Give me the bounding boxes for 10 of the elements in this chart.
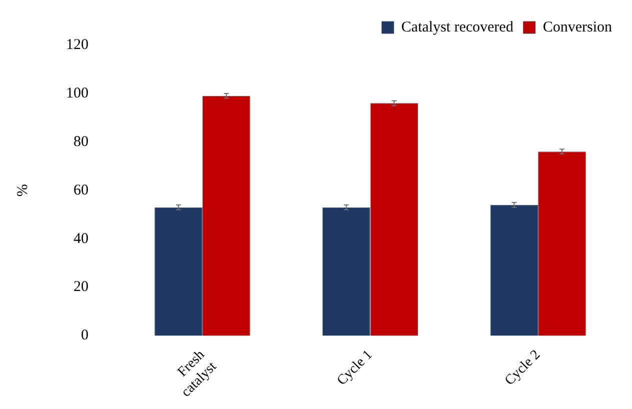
- y-tick-label: 120: [66, 36, 88, 53]
- y-tick-label: 60: [74, 182, 88, 198]
- y-tick-label: 80: [74, 134, 88, 150]
- y-tick-label: 100: [66, 85, 88, 102]
- y-tick-label: 40: [74, 230, 88, 247]
- y-tick-label: 0: [81, 328, 88, 344]
- y-axis-title: %: [14, 184, 31, 197]
- legend-label: Conversion: [542, 19, 612, 36]
- legend-label: Catalyst recovered: [401, 19, 514, 36]
- y-tick-label: 20: [74, 279, 88, 296]
